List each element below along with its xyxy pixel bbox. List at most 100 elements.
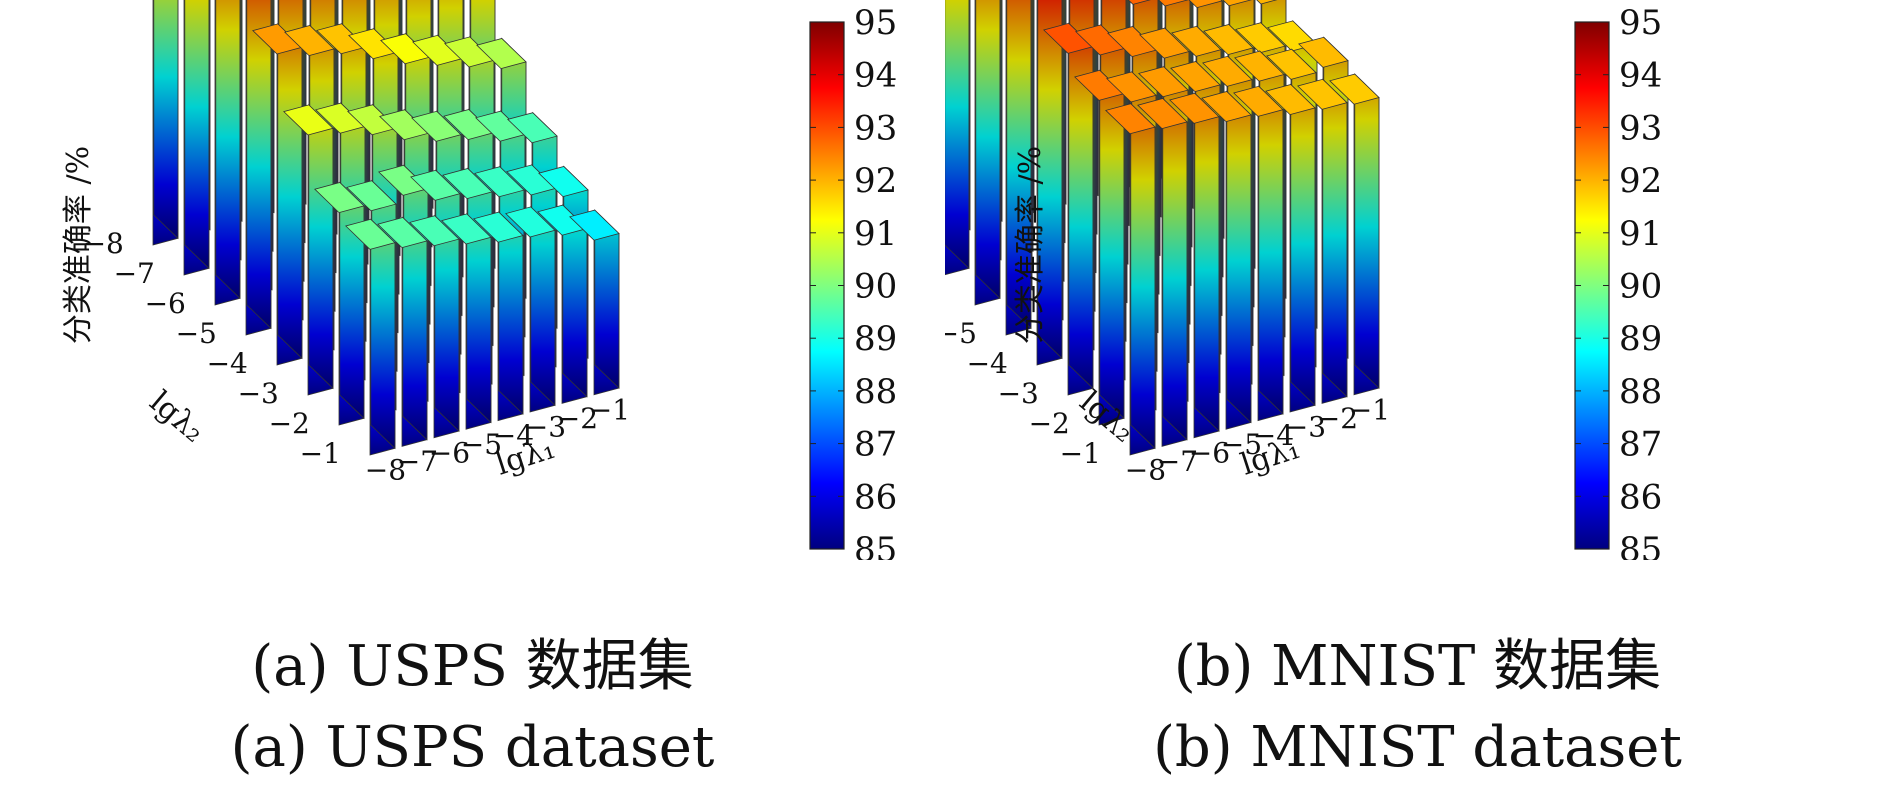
mnist-bar-top-face — [1106, 71, 1157, 103]
usps-bar-top-face — [474, 166, 525, 198]
usps-caption-cn: (a) USPS 数据集 — [251, 634, 694, 699]
usps-bar-top-face — [345, 218, 396, 250]
usps-bar — [314, 181, 365, 426]
mnist-bar-top-face — [1075, 24, 1126, 56]
usps-bar-top-face — [443, 109, 494, 141]
usps-y-axis-label: lgλ₂ — [143, 384, 211, 449]
mnist-colorbar-tick-label: 87 — [1619, 425, 1662, 465]
usps-bar-top-face — [475, 110, 526, 142]
usps-bar-top-face — [283, 104, 334, 136]
usps-y-tick-label: −6 — [145, 287, 186, 320]
mnist-colorbar-tick-label: 88 — [1619, 372, 1662, 412]
mnist-bar-top-face — [1188, 0, 1223, 9]
usps-bar-top-face — [505, 206, 556, 238]
mnist-x-tick-label: −1 — [1349, 393, 1390, 426]
usps-colorbar-tick-label: 89 — [854, 319, 897, 359]
mnist-colorbar-tick-label: 91 — [1619, 214, 1662, 254]
usps-bar-group — [152, 0, 620, 456]
usps-bar-top-face — [412, 34, 463, 66]
usps-bar-side-face — [215, 0, 241, 300]
usps-x-tick-label: −7 — [397, 445, 438, 478]
mnist-bar-side-face — [1354, 73, 1380, 390]
usps-colorbar-tick-label: 95 — [854, 3, 897, 43]
usps-x-tick-label: −5 — [461, 428, 502, 461]
mnist-caption-en: (b) MNIST dataset — [1153, 715, 1682, 780]
mnist-y-tick-label: −5 — [945, 317, 977, 350]
usps-z-axis-label: 分类准确率 /% — [61, 146, 96, 344]
mnist-colorbar-tick-label: 94 — [1619, 56, 1662, 96]
usps-bar-top-face — [378, 164, 429, 196]
mnist-bar — [1043, 22, 1094, 396]
mnist-bar-top-face — [1235, 22, 1286, 54]
mnist-colorbar-tick-label: 85 — [1619, 530, 1662, 560]
mnist-bar — [1169, 92, 1220, 439]
mnist-bar-top-face — [1138, 66, 1189, 98]
usps-bar — [245, 0, 272, 336]
usps-bar-top-face — [473, 211, 524, 243]
usps-caption-en: (a) USPS dataset — [230, 715, 715, 780]
mnist-x-tick-label: −4 — [1253, 419, 1294, 452]
mnist-bar — [1233, 85, 1284, 422]
mnist-bar-side-face — [1162, 97, 1188, 441]
mnist-bar-top-face — [1137, 98, 1188, 130]
mnist-bar — [974, 0, 1001, 306]
usps-x-tick-label: −3 — [525, 411, 566, 444]
mnist-bar-top-face — [1201, 91, 1252, 123]
usps-bar-top-face — [315, 102, 366, 134]
mnist-colorbar-tick-label: 95 — [1619, 3, 1662, 43]
mnist-x-tick-label: −8 — [1125, 454, 1166, 487]
usps-bar — [345, 218, 396, 456]
usps-bar — [152, 0, 179, 246]
mnist-x-tick-label: −2 — [1317, 402, 1358, 435]
mnist-chart-panel: −8−7−6−5−4−3−2−1−8−7−6−5−4−3−2−1 9594939… — [945, 0, 1890, 789]
mnist-bar-top-face — [1171, 25, 1222, 57]
usps-bar-top-face — [252, 23, 303, 55]
mnist-x-tick-label: −5 — [1221, 428, 1262, 461]
usps-bar — [537, 204, 588, 404]
usps-bar-side-face — [184, 0, 210, 270]
mnist-bar-side-face — [1037, 0, 1063, 360]
usps-bar-top-face — [346, 180, 397, 212]
mnist-bar-top-face — [1202, 55, 1253, 87]
usps-y-tick-label: −1 — [300, 437, 341, 470]
mnist-bar — [1036, 0, 1063, 366]
usps-y-tick-label: −4 — [207, 347, 248, 380]
usps-bar-top-face — [314, 182, 365, 214]
usps-bar-top-face — [444, 36, 495, 68]
usps-y-tick-label: −8 — [83, 227, 124, 260]
mnist-bar-group — [945, 0, 1380, 456]
mnist-bar — [1329, 73, 1380, 396]
usps-bar-top-face — [441, 213, 492, 245]
usps-bar-top-face — [506, 164, 557, 196]
usps-colorbar-tick-label: 85 — [854, 530, 897, 560]
usps-bar-side-face — [370, 218, 396, 450]
mnist-bar — [1265, 83, 1316, 413]
mnist-bar-side-face — [945, 0, 970, 270]
mnist-bar-top-face — [1256, 0, 1278, 5]
usps-colorbar-tick-label: 86 — [854, 477, 897, 517]
mnist-bar-top-face — [1127, 0, 1151, 5]
usps-bar-top-face — [569, 209, 620, 241]
usps-colorbar-tick-label: 94 — [854, 56, 897, 96]
usps-colorbar-tick-label: 92 — [854, 161, 897, 201]
mnist-bar-top-face — [1298, 36, 1349, 68]
usps-colorbar-tick-label: 93 — [854, 108, 897, 148]
mnist-bar-top-face — [1139, 27, 1190, 59]
usps-bar — [505, 205, 556, 413]
usps-bar-top-face — [380, 33, 431, 65]
mnist-bar-side-face — [1322, 78, 1348, 398]
mnist-bar-side-face — [1226, 90, 1252, 424]
usps-bar-top-face — [411, 110, 462, 142]
usps-bar-top-face — [347, 104, 398, 136]
usps-x-tick-label: −6 — [429, 436, 470, 469]
usps-bar-side-face — [498, 211, 524, 415]
usps-bar — [183, 0, 210, 276]
usps-colorbar: 95 94 93 92 91 90 89 88 87 86 85 — [809, 3, 897, 560]
usps-bar-top-face — [537, 204, 588, 236]
usps-x-tick-label: −1 — [589, 393, 630, 426]
mnist-bar-top-face — [1169, 92, 1220, 124]
mnist-bar-top-face — [1107, 26, 1158, 58]
usps-bar-top-face — [507, 112, 558, 144]
usps-axis-ticks: −8−7−6−5−4−3−2−1−8−7−6−5−4−3−2−1 — [83, 227, 630, 487]
mnist-colorbar: 95 94 93 92 91 90 89 88 87 86 85 — [1574, 3, 1662, 560]
